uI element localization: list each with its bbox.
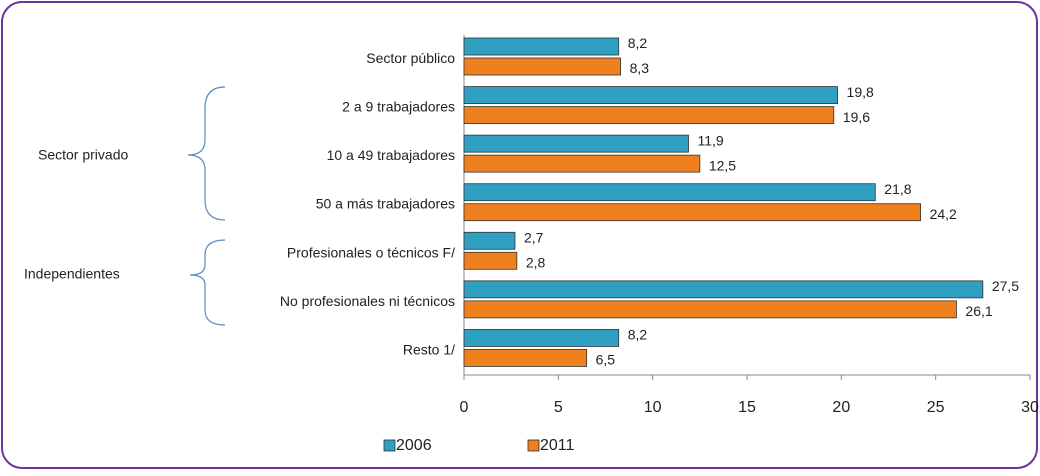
bar	[463, 280, 984, 299]
value-label: 8,2	[628, 327, 648, 343]
value-label: 19,8	[847, 84, 874, 100]
value-label: 8,2	[628, 35, 648, 51]
value-label: 19,6	[843, 109, 870, 125]
bar	[463, 300, 957, 319]
y-tick-label: 10 a 49 trabajadores	[327, 147, 455, 163]
value-label: 12,5	[709, 157, 736, 173]
bar	[463, 86, 838, 104]
y-tick-label: Sector público	[366, 50, 455, 66]
group-label: Sector privado	[38, 147, 128, 163]
y-tick-label: 2 a 9 trabajadores	[342, 99, 455, 115]
brace	[189, 239, 226, 326]
value-label: 11,9	[698, 132, 724, 148]
bar	[463, 349, 588, 367]
y-tick-label: No profesionales ni técnicos	[280, 293, 455, 309]
x-tick-label: 15	[738, 399, 756, 416]
bar	[463, 203, 921, 222]
brace	[187, 86, 226, 221]
bar	[463, 183, 876, 202]
value-label: 27,5	[992, 278, 1019, 294]
x-tick-label: 20	[832, 399, 850, 416]
value-label: 24,2	[930, 206, 957, 222]
value-label: 26,1	[965, 303, 992, 319]
value-label: 2,8	[526, 254, 546, 270]
legend-swatch	[527, 439, 540, 452]
value-label: 21,8	[884, 181, 911, 197]
bar	[463, 154, 701, 173]
x-tick-label: 5	[554, 399, 563, 416]
bar	[463, 37, 620, 56]
y-tick-label: 50 a más trabajadores	[316, 196, 455, 212]
legend-swatch	[383, 439, 396, 452]
bar	[463, 231, 516, 250]
group-label: Independientes	[24, 266, 120, 282]
x-tick-label: 0	[460, 399, 469, 416]
value-label: 8,3	[630, 60, 650, 76]
bar	[463, 329, 620, 347]
bar	[463, 134, 689, 153]
x-tick-label: 10	[644, 399, 662, 416]
bar	[463, 106, 835, 124]
y-tick-label: Resto 1/	[403, 341, 455, 357]
legend-label: 2006	[396, 437, 432, 454]
y-tick-label: Profesionales o técnicos F/	[287, 244, 455, 260]
value-label: 6,5	[596, 352, 616, 368]
x-tick-label: 30	[1021, 399, 1039, 416]
bar	[463, 251, 518, 270]
value-label: 2,7	[524, 229, 544, 245]
bar	[463, 57, 621, 76]
x-tick-label: 25	[927, 399, 945, 416]
legend-label: 2011	[540, 437, 575, 454]
